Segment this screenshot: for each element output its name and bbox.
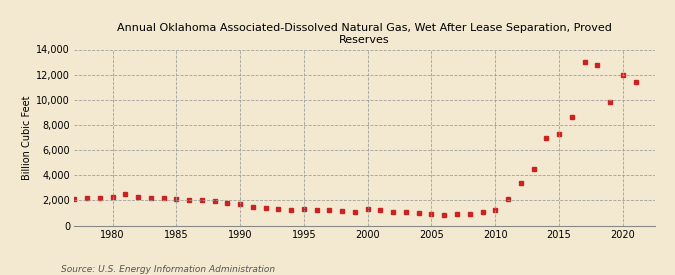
Text: Source: U.S. Energy Information Administration: Source: U.S. Energy Information Administ…: [61, 265, 275, 274]
Title: Annual Oklahoma Associated-Dissolved Natural Gas, Wet After Lease Separation, Pr: Annual Oklahoma Associated-Dissolved Nat…: [117, 23, 612, 45]
Y-axis label: Billion Cubic Feet: Billion Cubic Feet: [22, 95, 32, 180]
